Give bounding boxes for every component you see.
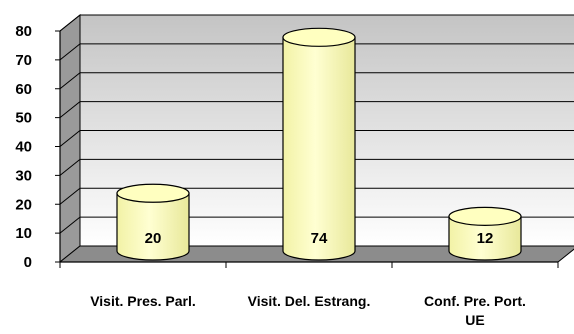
x-category-label: Visit. Pres. Parl. [90,293,196,309]
bar-body [448,215,522,261]
gridline [59,130,574,147]
y-tick-label: 40 [15,139,32,156]
y-tick-label: 50 [15,110,32,127]
bar-top [282,27,356,47]
y-tick-label: 60 [15,81,32,98]
x-category-label: Visit. Del. Estrang. [248,293,371,309]
gridline [59,158,574,176]
gridline [59,14,574,32]
data-label: 20 [145,230,162,247]
gridline [59,187,574,205]
bar-top [116,183,190,203]
gridline [59,101,574,119]
bar-top [448,206,522,226]
data-label: 74 [311,230,328,247]
x-category-label: UE [465,312,484,328]
y-tick-label: 80 [15,23,32,40]
data-label: 12 [477,230,494,247]
gridline [59,216,574,234]
x-category-label: Conf. Pre. Port. [424,293,526,309]
bar: 20 [116,183,190,261]
y-tick-label: 70 [15,52,32,69]
bar: 74 [282,27,356,261]
gridline [59,43,574,61]
y-tick-label: 30 [15,167,32,184]
y-tick-label: 10 [15,225,32,242]
bar-body [116,192,190,261]
y-tick-label: 0 [24,254,32,271]
gridline [59,72,574,90]
y-tick-label: 20 [15,196,32,213]
bar: 12 [448,206,522,261]
bar-body [282,36,356,261]
